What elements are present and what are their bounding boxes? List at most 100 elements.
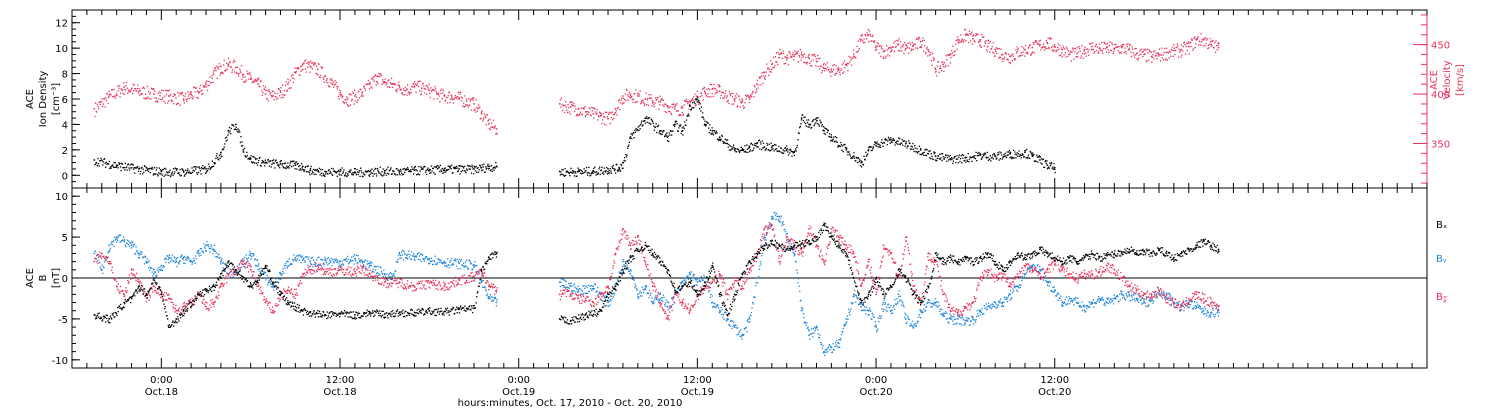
b-By-sample <box>372 268 374 271</box>
density-density-sample <box>1018 150 1020 152</box>
velocity-velocity-sample <box>725 90 727 92</box>
velocity-velocity-sample <box>670 112 672 114</box>
velocity-velocity-sample <box>1022 51 1024 53</box>
density-density-sample <box>655 123 657 125</box>
velocity-velocity-sample <box>750 96 753 98</box>
density-density-sample <box>495 162 497 164</box>
velocity-velocity-sample <box>1142 56 1144 58</box>
velocity-velocity-sample <box>146 98 148 100</box>
velocity-velocity-sample <box>677 110 679 112</box>
density-density-sample <box>846 147 848 149</box>
density-density-sample <box>448 165 450 167</box>
velocity-velocity-sample <box>580 107 582 109</box>
velocity-velocity-point <box>1187 45 1190 48</box>
b-By-sample <box>301 255 303 257</box>
velocity-velocity-sample <box>187 91 189 93</box>
density-density-sample <box>1041 163 1043 165</box>
velocity-velocity-sample <box>696 95 698 97</box>
b-By-sample <box>459 268 461 270</box>
density-density-sample <box>1045 162 1047 165</box>
velocity-velocity-sample <box>200 93 203 96</box>
b-By-sample <box>269 282 271 284</box>
b-By-sample <box>641 286 644 288</box>
velocity-velocity-sample <box>482 120 484 122</box>
velocity-velocity-sample <box>1080 55 1083 57</box>
density-density-sample <box>307 165 309 167</box>
velocity-velocity-sample <box>594 108 596 110</box>
density-density-sample <box>840 144 843 146</box>
b-By-sample <box>317 263 319 266</box>
density-density-sample <box>1014 151 1016 153</box>
density-density-sample <box>1002 156 1004 159</box>
velocity-velocity-sample <box>663 105 665 107</box>
density-density-sample <box>987 156 989 158</box>
velocity-velocity-sample <box>452 99 454 101</box>
velocity-velocity-sample <box>346 103 349 106</box>
velocity-velocity-point <box>1076 52 1078 55</box>
velocity-velocity-sample <box>183 102 185 104</box>
velocity-velocity-sample <box>1157 52 1159 54</box>
b-By-sample <box>393 272 395 275</box>
density-density-sample <box>588 166 590 168</box>
density-density-sample <box>1054 171 1056 174</box>
density-density-sample <box>244 154 246 157</box>
velocity-velocity-sample <box>312 62 314 64</box>
b-By-sample <box>640 295 642 297</box>
velocity-velocity-sample <box>991 46 993 48</box>
density-density-sample <box>902 144 904 146</box>
b-By-sample <box>376 272 378 274</box>
density-density-sample <box>153 167 156 169</box>
density-density-point <box>1031 155 1034 158</box>
density-density-sample <box>653 129 656 131</box>
density-density-sample <box>839 145 841 147</box>
density-density-sample <box>200 166 203 169</box>
density-density-sample <box>257 162 259 164</box>
velocity-velocity-sample <box>242 76 244 78</box>
velocity-velocity-sample <box>1065 46 1068 48</box>
density-density-sample <box>492 166 495 169</box>
density-axis-label-line-1: ACE <box>25 89 36 109</box>
velocity-velocity-sample <box>392 86 394 88</box>
density-density-sample <box>876 141 878 143</box>
density-density-sample <box>855 156 857 159</box>
density-density-sample <box>440 169 442 171</box>
density-density-sample <box>139 167 141 169</box>
b-By-sample <box>208 245 210 248</box>
velocity-velocity-sample <box>128 90 131 92</box>
velocity-velocity-sample <box>287 81 290 83</box>
density-density-sample <box>733 147 735 149</box>
density-density-sample <box>229 130 231 132</box>
velocity-velocity-sample <box>746 95 748 98</box>
density-density-sample <box>96 162 98 164</box>
velocity-velocity-sample <box>268 89 270 91</box>
b-By-sample <box>164 257 166 259</box>
velocity-velocity-sample <box>294 67 296 69</box>
b-By-sample <box>116 238 118 240</box>
density-density-sample <box>159 173 161 175</box>
density-density-sample <box>1030 153 1033 155</box>
b-By-sample <box>405 256 408 259</box>
density-density-sample <box>911 148 913 150</box>
velocity-velocity-sample <box>249 71 251 74</box>
density-density-sample <box>192 169 194 172</box>
velocity-velocity-sample <box>1214 51 1217 53</box>
velocity-velocity-sample <box>238 73 240 75</box>
density-density-sample <box>920 148 922 150</box>
density-density-sample <box>812 119 815 121</box>
velocity-velocity-sample <box>1077 56 1079 58</box>
velocity-velocity-sample <box>1014 59 1016 61</box>
velocity-velocity-sample <box>216 77 218 79</box>
velocity-velocity-point <box>1135 52 1138 55</box>
velocity-velocity-sample <box>480 111 483 113</box>
b-By-sample <box>680 282 682 284</box>
density-density-sample <box>364 170 366 172</box>
velocity-velocity-sample <box>262 91 264 94</box>
density-density-sample <box>596 171 598 173</box>
density-density-sample <box>904 145 906 147</box>
density-density-sample <box>203 168 205 170</box>
velocity-velocity-sample <box>590 114 592 116</box>
density-density-sample <box>867 153 869 155</box>
velocity-velocity-sample <box>1053 49 1055 51</box>
density-density-sample <box>883 142 885 144</box>
velocity-velocity-sample <box>1124 47 1126 49</box>
